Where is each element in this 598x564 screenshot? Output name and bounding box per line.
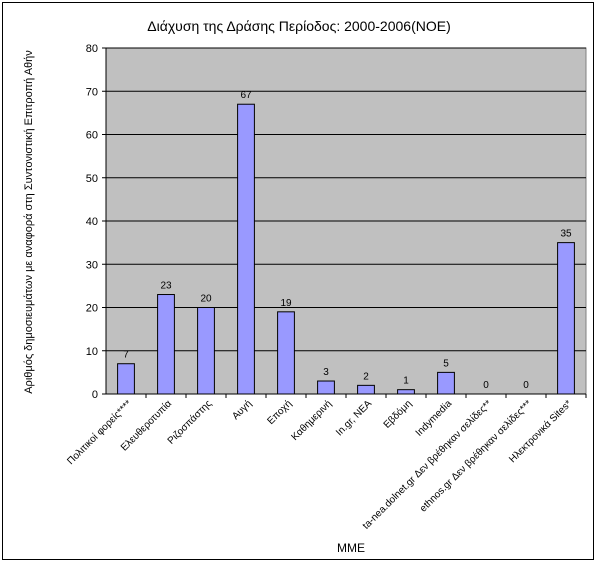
- data-label: 5: [443, 358, 449, 369]
- y-tick-label: 10: [86, 346, 98, 358]
- x-tick-label: In.gr, ΝΕΑ: [334, 398, 374, 438]
- y-tick-label: 50: [86, 173, 98, 185]
- y-axis-title: Αριθμός δημοσιευμάτων με αναφορά στη Συν…: [23, 50, 35, 394]
- x-axis-title: ΜΜΕ: [337, 541, 365, 555]
- y-tick-label: 80: [86, 43, 98, 55]
- x-tick-label: Καθημερινή: [289, 398, 334, 443]
- bar: [317, 380, 335, 395]
- bar: [397, 389, 415, 395]
- x-tick-label: Εποχή: [265, 398, 294, 427]
- x-tick-label: Εβδόμη: [381, 398, 414, 431]
- y-tick-label: 40: [86, 216, 98, 228]
- bar: [437, 371, 455, 395]
- x-tick-label: Αυγή: [230, 398, 255, 423]
- x-tick-label: Πολιτικοί φορείς****: [65, 398, 135, 468]
- data-label: 7: [123, 350, 129, 361]
- data-label: 23: [160, 281, 172, 292]
- y-tick-label: 30: [86, 259, 98, 271]
- data-label: 3: [323, 367, 329, 378]
- y-tick-label: 0: [92, 389, 98, 401]
- data-label: 1: [403, 376, 409, 387]
- y-tick-label: 20: [86, 303, 98, 315]
- data-label: 67: [240, 90, 252, 101]
- bar: [277, 311, 295, 395]
- bar: [557, 242, 575, 395]
- gridlines: [106, 47, 586, 352]
- bars: [117, 103, 575, 395]
- y-tick-label: 70: [86, 86, 98, 98]
- data-label: 0: [483, 380, 489, 391]
- data-label: 0: [523, 380, 529, 391]
- data-label: 20: [200, 294, 212, 305]
- bar: [197, 307, 215, 395]
- bar: [237, 103, 255, 395]
- data-label: 2: [363, 371, 369, 382]
- bar: [357, 384, 375, 395]
- bar: [157, 294, 175, 395]
- data-label: 19: [280, 298, 292, 309]
- y-tick-label: 60: [86, 130, 98, 142]
- bar: [117, 363, 135, 395]
- data-label: 35: [560, 229, 572, 240]
- chart-title: Διάχυση της Δράσης Περίοδος: 2000-2006(Ν…: [147, 18, 451, 34]
- x-tick-label: Indymedia: [414, 398, 455, 439]
